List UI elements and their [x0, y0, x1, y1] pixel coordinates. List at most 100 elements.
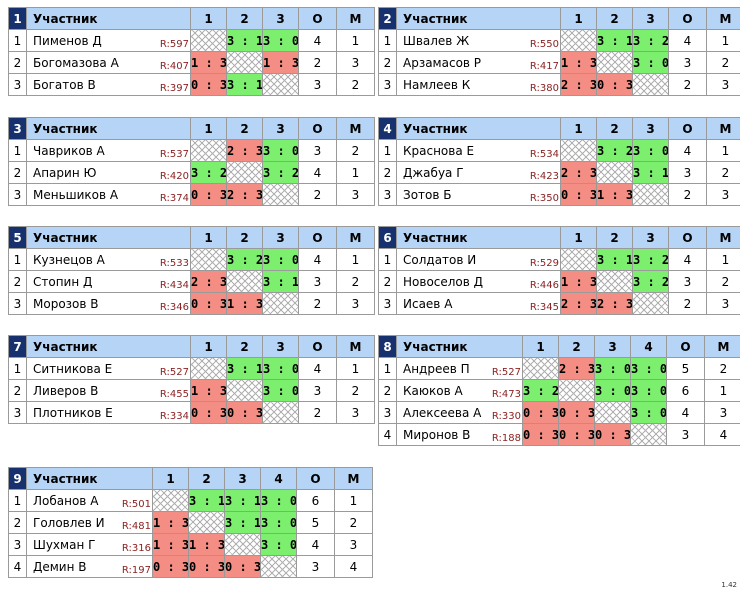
opponent-col-header: 3	[632, 7, 669, 30]
player-name: Джабуа Г	[403, 165, 464, 180]
score-loss-cell: 0 : 3	[188, 555, 225, 578]
player-rating: R:330	[491, 411, 521, 422]
group-number: 8	[378, 335, 397, 358]
player-cell: Исаев А R:345	[396, 292, 561, 315]
self-match-cell	[560, 248, 597, 271]
player-rating: R:481	[121, 521, 151, 532]
score-loss-cell: 0 : 3	[558, 401, 595, 424]
participant-header: Участник	[26, 335, 191, 358]
self-match-cell	[262, 401, 299, 424]
opponent-col-header: 1	[560, 117, 597, 140]
player-name: Шухман Г	[33, 537, 96, 552]
opponent-col-header: 3	[632, 226, 669, 249]
player-name: Богатов В	[33, 77, 96, 92]
player-rating: R:455	[159, 389, 189, 400]
player-name: Богомазова А	[33, 55, 119, 70]
score-win-cell: 3 : 1	[596, 29, 633, 52]
player-cell: Демин В R:197	[26, 555, 153, 578]
group-number: 9	[8, 467, 27, 490]
player-index: 1	[8, 357, 27, 380]
player-place: 3	[706, 73, 740, 96]
score-loss-cell: 0 : 3	[522, 423, 559, 446]
place-header: М	[336, 335, 375, 358]
player-place: 1	[704, 379, 740, 402]
place-header: М	[334, 467, 373, 490]
player-points: 2	[668, 292, 707, 315]
player-points: 3	[298, 73, 337, 96]
opponent-col-header: 1	[152, 467, 189, 490]
self-match-cell	[226, 270, 263, 293]
self-match-cell	[224, 533, 261, 556]
player-name: Головлев И	[33, 515, 105, 530]
player-rating: R:423	[529, 171, 559, 182]
player-cell: Алексеева А R:330	[396, 401, 523, 424]
score-win-cell: 3 : 2	[522, 379, 559, 402]
player-cell: Краснова Е R:534	[396, 139, 561, 162]
player-rating: R:527	[159, 367, 189, 378]
player-name: Миронов В	[403, 427, 471, 442]
score-loss-cell: 1 : 3	[262, 51, 299, 74]
player-index: 3	[378, 292, 397, 315]
self-match-cell	[152, 489, 189, 512]
self-match-cell	[560, 139, 597, 162]
player-name: Апарин Ю	[33, 165, 97, 180]
player-index: 3	[8, 533, 27, 556]
score-win-cell: 3 : 0	[630, 357, 667, 380]
group-header-row: 4 Участник 1 2 3 О М	[378, 117, 740, 140]
score-loss-cell: 0 : 3	[190, 292, 227, 315]
score-win-cell: 3 : 0	[262, 29, 299, 52]
player-name: Плотников Е	[33, 405, 113, 420]
score-win-cell: 3 : 1	[596, 248, 633, 271]
score-loss-cell: 2 : 3	[596, 292, 633, 315]
participant-header: Участник	[26, 467, 153, 490]
self-match-cell	[632, 183, 669, 206]
player-rating: R:334	[159, 411, 189, 422]
points-header: О	[298, 117, 337, 140]
opponent-col-header: 2	[596, 117, 633, 140]
group-number: 6	[378, 226, 397, 249]
self-match-cell	[558, 379, 595, 402]
score-win-cell: 3 : 1	[226, 73, 263, 96]
opponent-col-header: 3	[632, 117, 669, 140]
player-place: 1	[336, 248, 375, 271]
player-points: 3	[668, 270, 707, 293]
player-place: 1	[336, 161, 375, 184]
score-loss-cell: 2 : 3	[560, 292, 597, 315]
participant-header: Участник	[26, 226, 191, 249]
player-place: 2	[706, 270, 740, 293]
player-index: 1	[378, 29, 397, 52]
score-win-cell: 3 : 2	[632, 270, 669, 293]
self-match-cell	[596, 270, 633, 293]
player-rating: R:345	[529, 302, 559, 313]
player-points: 4	[666, 401, 705, 424]
score-loss-cell: 1 : 3	[226, 292, 263, 315]
player-name: Пименов Д	[33, 33, 102, 48]
player-rating: R:434	[159, 280, 189, 291]
player-name: Кузнецов А	[33, 252, 105, 267]
opponent-col-header: 2	[226, 117, 263, 140]
opponent-col-header: 1	[190, 7, 227, 30]
score-loss-cell: 0 : 3	[594, 423, 631, 446]
player-index: 4	[8, 555, 27, 578]
opponent-col-header: 1	[560, 7, 597, 30]
score-loss-cell: 1 : 3	[190, 379, 227, 402]
player-place: 4	[334, 555, 373, 578]
opponent-col-header: 4	[260, 467, 297, 490]
score-loss-cell: 0 : 3	[224, 555, 261, 578]
self-match-cell	[190, 248, 227, 271]
player-points: 3	[668, 51, 707, 74]
player-points: 4	[668, 29, 707, 52]
player-place: 2	[336, 270, 375, 293]
player-points: 2	[298, 51, 337, 74]
points-header: О	[668, 226, 707, 249]
